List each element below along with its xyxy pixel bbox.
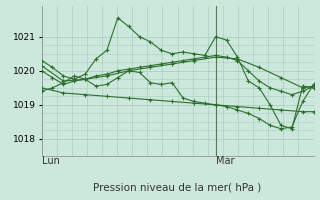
Text: Mar: Mar — [216, 156, 234, 166]
Text: Lun: Lun — [42, 156, 60, 166]
Text: Pression niveau de la mer( hPa ): Pression niveau de la mer( hPa ) — [93, 183, 262, 193]
